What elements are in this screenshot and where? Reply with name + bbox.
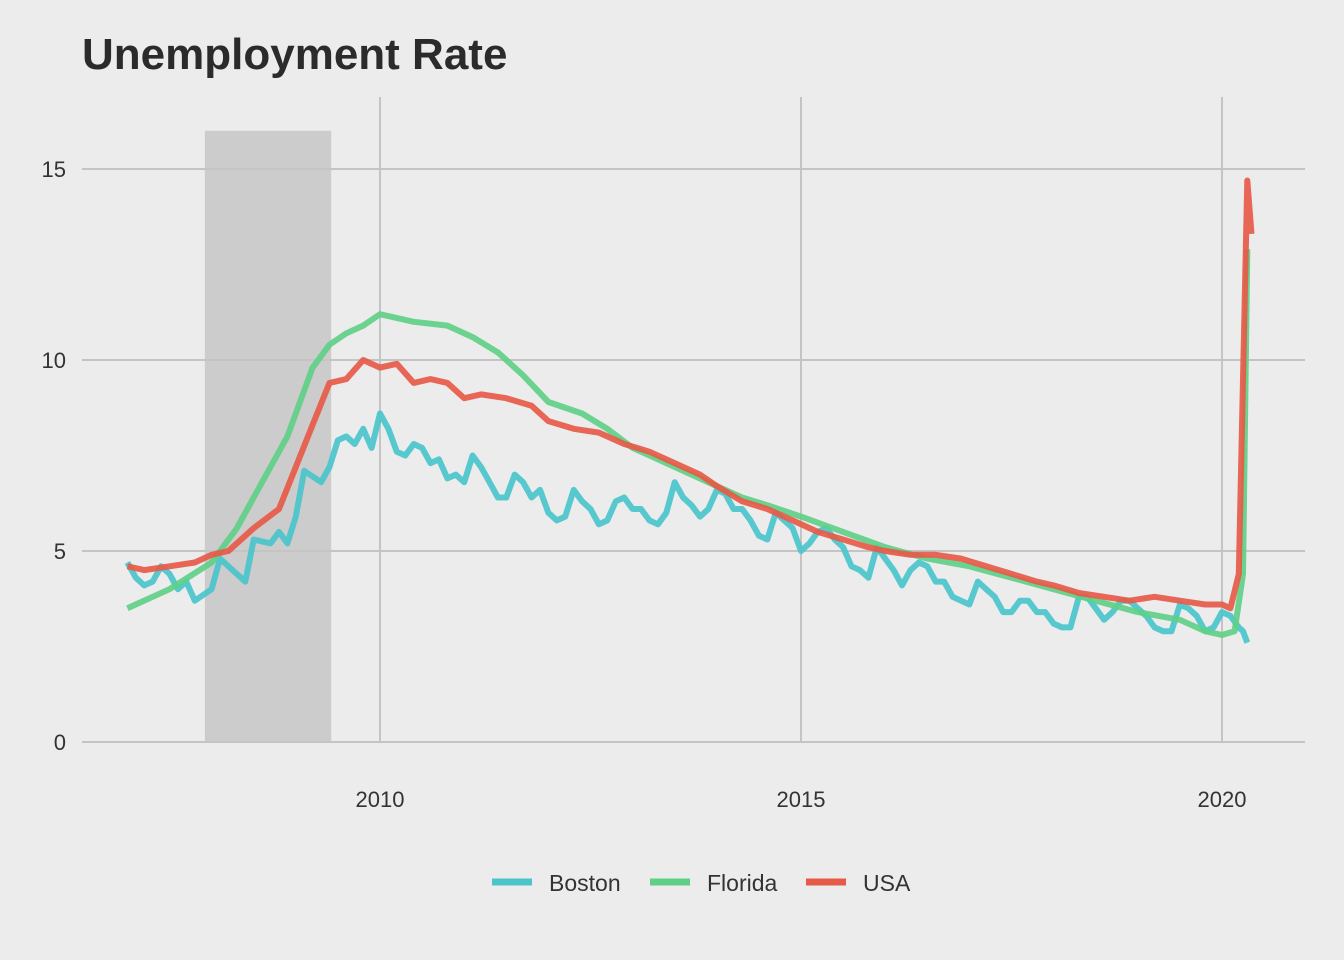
legend-label-florida: Florida bbox=[707, 870, 778, 896]
legend-label-boston: Boston bbox=[549, 870, 621, 896]
x-tick-label: 2010 bbox=[356, 787, 405, 812]
series-lines-layer bbox=[124, 177, 1255, 644]
x-tick-label: 2015 bbox=[777, 787, 826, 812]
legend: Boston Florida USA bbox=[492, 870, 911, 896]
y-tick-label: 10 bbox=[42, 348, 66, 373]
chart-title: Unemployment Rate bbox=[82, 30, 508, 79]
series-line-florida bbox=[126, 249, 1251, 638]
tick-labels-layer: 0 5 10 15 2010 2015 2020 bbox=[42, 157, 1247, 812]
y-tick-label: 5 bbox=[54, 539, 66, 564]
y-tick-label: 15 bbox=[42, 157, 66, 182]
recession-shading-layer bbox=[204, 130, 332, 743]
recession-shade bbox=[204, 130, 332, 743]
legend-label-usa: USA bbox=[863, 870, 911, 896]
series-line-usa bbox=[126, 177, 1255, 612]
y-tick-label: 0 bbox=[54, 730, 66, 755]
series-line-boston bbox=[124, 410, 1251, 644]
x-tick-label: 2020 bbox=[1198, 787, 1247, 812]
